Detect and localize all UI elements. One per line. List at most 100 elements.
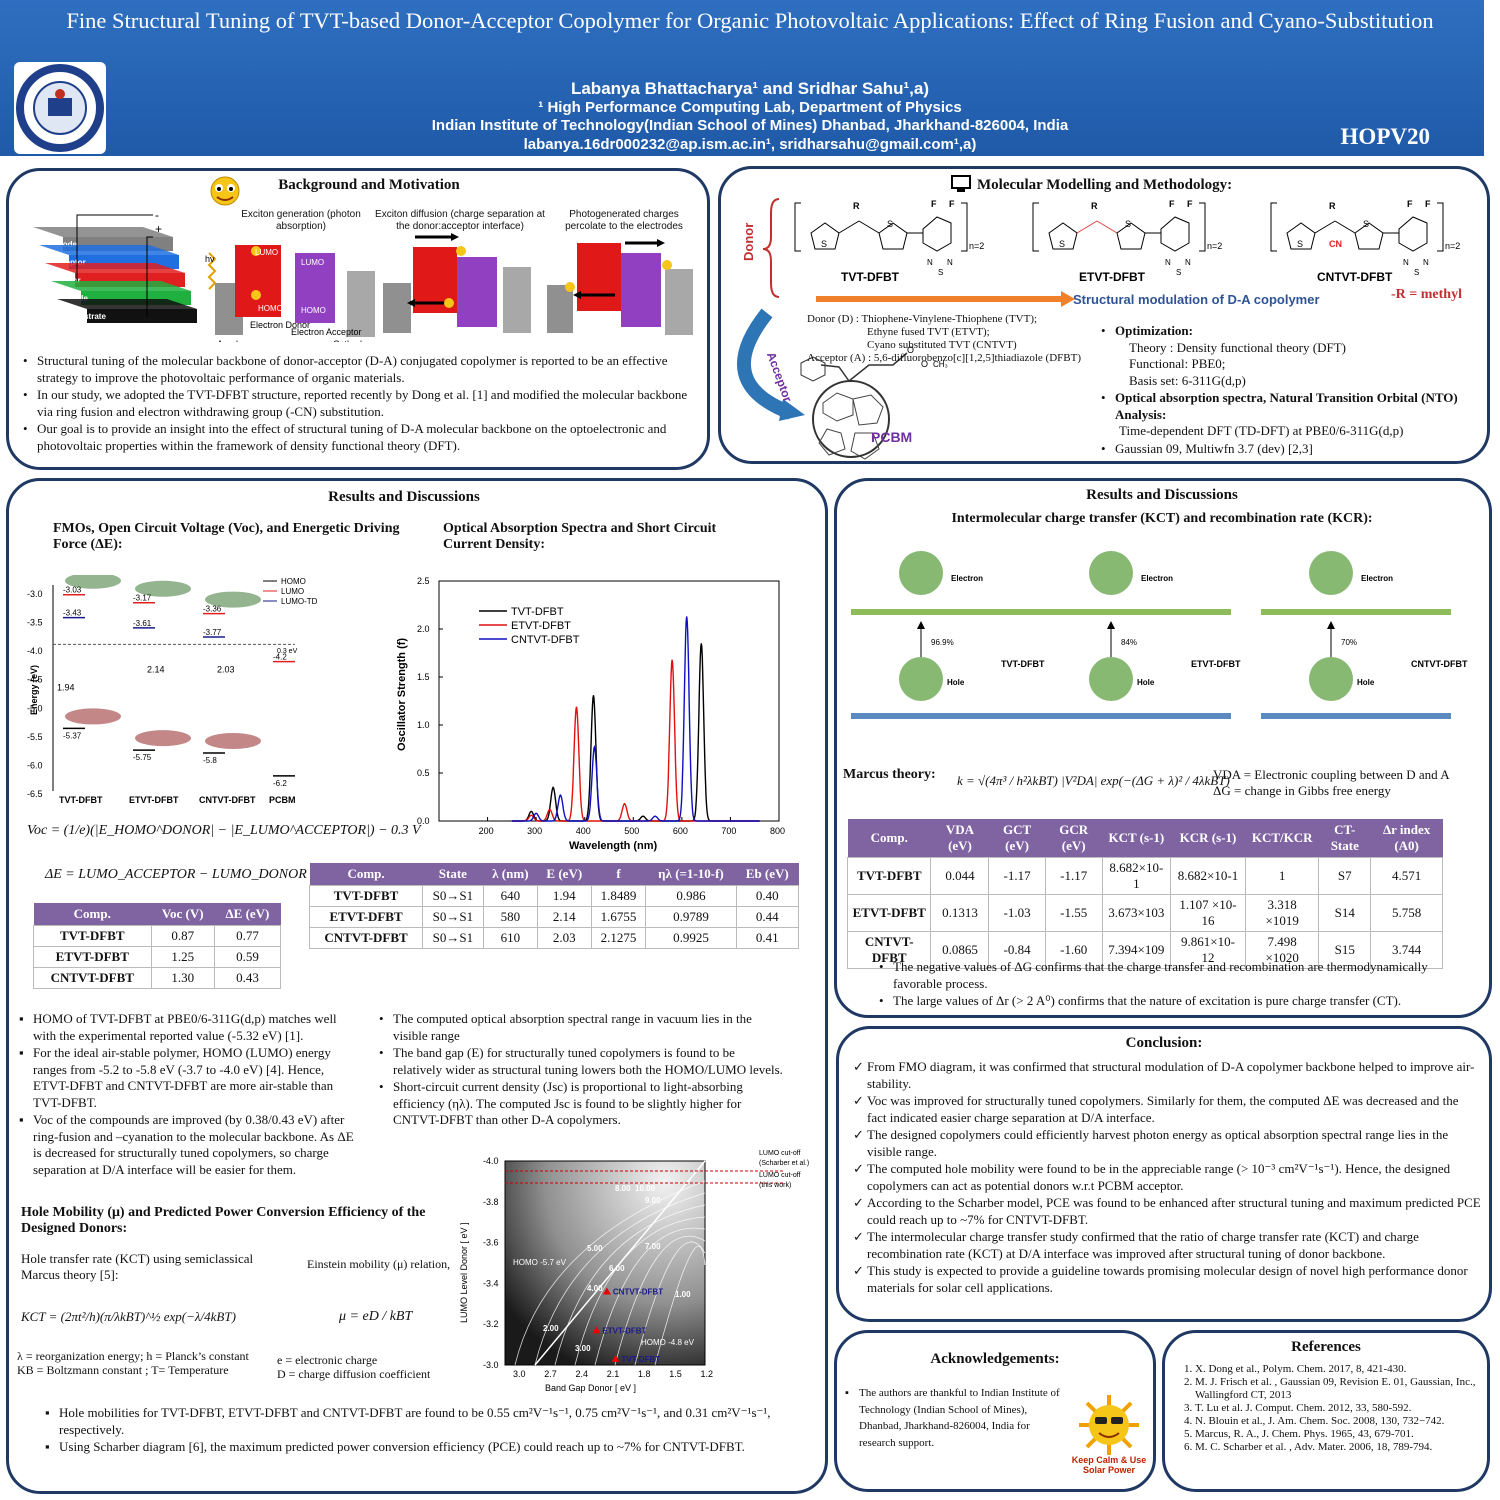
table-cell: 0.44 — [735, 906, 800, 928]
methods-section: Molecular Modelling and Methodology: Don… — [718, 166, 1490, 464]
table-header: CT-State — [1318, 819, 1371, 858]
list-item: The authors are thankful to Indian Insti… — [843, 1385, 1063, 1451]
y-tick: 1.0 — [417, 720, 430, 730]
svg-text:Electron Acceptor: Electron Acceptor — [291, 327, 362, 337]
table-header: KCR (s-1) — [1170, 819, 1246, 858]
orbital-lobe — [65, 575, 121, 589]
list-item: Voc of the compounds are improved (by 0.… — [17, 1112, 361, 1178]
list-item: In our study, we adopted the TVT-DFBT st… — [21, 387, 701, 420]
list-item: X. Dong et al., Polym. Chem. 2017, 8, 42… — [1195, 1363, 1485, 1376]
contour-label: 5.00 — [587, 1244, 603, 1253]
homo-value: -5.37 — [63, 731, 82, 740]
x-tick: 500 — [624, 826, 639, 836]
polymer-backbone — [1261, 713, 1451, 719]
step-2-label: Exciton diffusion (charge separation at … — [375, 209, 545, 232]
x-tick: 1.2 — [701, 1369, 714, 1379]
data-point — [602, 1287, 611, 1295]
table-row: CNTVT-DFBT 1.30 0.43 — [33, 967, 282, 989]
table-header: GCT (eV) — [988, 819, 1046, 858]
list-item: The negative values of ΔG confirms that … — [877, 959, 1457, 992]
data-point — [611, 1354, 620, 1362]
contour-label: 4.00 — [587, 1284, 603, 1293]
list-item: T. Lu et al. J. Comput. Chem. 2012, 33, … — [1195, 1402, 1485, 1415]
polymer-backbone — [1041, 609, 1231, 615]
molecule-name: TVT-DFBT — [841, 270, 900, 284]
orbital-lobe — [135, 580, 191, 597]
affiliation-2: Indian Institute of Technology(Indian Sc… — [431, 117, 1069, 134]
list-item: M. C. Scharber et al. , Adv. Mater. 2006… — [1195, 1441, 1485, 1454]
table-cell: 1 — [1245, 857, 1320, 895]
x-tick: 1.8 — [638, 1369, 651, 1379]
svg-text:S: S — [887, 219, 893, 229]
series-line — [511, 643, 760, 822]
background-section: Background and Motivation Cathode Accepto… — [6, 168, 710, 470]
contour-label: 9.00 — [645, 1196, 661, 1205]
table-cell: 0.87 — [150, 925, 215, 947]
table-header: KCT (s-1) — [1102, 819, 1171, 858]
homo-value: -6.2 — [273, 779, 287, 788]
formula-legend-2: e = electronic charge D = charge diffusi… — [277, 1353, 457, 1381]
results-left-section: Results and Discussions FMOs, Open Circu… — [6, 478, 828, 1494]
y-axis-label: Energy (eV) — [29, 665, 39, 715]
table-cell: ETVT-DFBT — [308, 906, 424, 928]
list-item: The computed optical absorption spectral… — [377, 1011, 787, 1044]
svg-text:O: O — [907, 345, 914, 355]
svg-text:F: F — [1407, 199, 1413, 209]
lumo-td-value: -3.77 — [203, 628, 222, 637]
definition-line: VDA = Electronic coupling between D and … — [1213, 767, 1450, 782]
lumo-value: -3.17 — [133, 594, 152, 603]
svg-text:hv: hv — [205, 254, 215, 264]
fmo-bullets: HOMO of TVT-DFBT at PBE0/6-311G(d,p) mat… — [17, 1011, 361, 1179]
contour-label: 6.00 — [609, 1264, 625, 1273]
einstein-text: Einstein mobility (μ) relation, — [307, 1257, 451, 1271]
list-item: Marcus, R. A., J. Chem. Phys. 1965, 43, … — [1195, 1428, 1485, 1441]
orbital-lobe — [205, 591, 261, 608]
list-item: For the ideal air-stable polymer, HOMO (… — [17, 1045, 361, 1111]
svg-text:HOMO: HOMO — [301, 306, 326, 315]
legend-entry: CNTVT-DFBT — [511, 634, 580, 646]
table-cell: 0.9789 — [645, 906, 737, 928]
conclusion-section: Conclusion: From FMO diagram, it was con… — [836, 1026, 1492, 1322]
cutoff-label: (this work) — [759, 1182, 791, 1189]
list-item: This study is expected to provide a guid… — [851, 1263, 1481, 1296]
affiliation-1: ¹ High Performance Computing Lab, Depart… — [538, 98, 962, 116]
list-item: The computed hole mobility were found to… — [851, 1161, 1481, 1194]
y-tick: -5.5 — [27, 732, 43, 742]
table-cell: S0→S1 — [422, 885, 484, 907]
list-item: According to the Scharber model, PCE was… — [851, 1195, 1481, 1228]
legend-entry: LUMO — [281, 587, 304, 596]
svg-text:S: S — [938, 268, 943, 277]
table-header: Comp. — [33, 903, 152, 926]
table-cell: 580 — [482, 906, 539, 928]
list-item: M. J. Frisch et al. , Gaussian 09, Revis… — [1195, 1376, 1485, 1402]
legend-line: KB = Boltzmann constant ; T= Temperature — [17, 1363, 229, 1377]
svg-text:S: S — [1176, 268, 1181, 277]
svg-text:LUMO: LUMO — [301, 258, 324, 267]
x-tick: 1.5 — [669, 1369, 682, 1379]
point-label: CNTVT-DFBT — [613, 1288, 663, 1297]
legend-entry: LUMO-TD — [281, 597, 318, 606]
svg-text:N: N — [1185, 258, 1191, 267]
svg-text:F: F — [949, 199, 955, 209]
list-item: The large values of Δr (> 2 A⁰) confirms… — [877, 993, 1457, 1010]
x-axis-label: Wavelength (nm) — [569, 840, 658, 852]
table-cell: -1.03 — [988, 894, 1046, 932]
contour-line — [594, 1227, 706, 1366]
results-left-title: Results and Discussions — [328, 489, 480, 505]
compound-label: TVT-DFBT — [59, 795, 103, 805]
table-cell: 0.59 — [213, 946, 282, 968]
transfer-percent: 70% — [1341, 638, 1357, 647]
table-cell: 610 — [482, 927, 539, 949]
voc-table: Comp. Voc (V) ΔE (eV) TVT-DFBT 0.87 0.77 ETVT-… — [33, 903, 282, 989]
table-header: f — [591, 863, 646, 886]
table-cell: 0.9925 — [645, 927, 737, 949]
compound-label: PCBM — [269, 795, 296, 805]
device-layer-label: Substrate — [69, 312, 106, 321]
svg-text:F: F — [931, 199, 937, 209]
svg-text:Anode: Anode — [217, 339, 243, 342]
svg-text:+: + — [155, 222, 162, 236]
svg-text:Electron Donor: Electron Donor — [250, 320, 310, 330]
svg-text:R: R — [853, 201, 860, 211]
conclusion-title: Conclusion: — [1125, 1035, 1203, 1051]
series-line — [511, 616, 760, 822]
